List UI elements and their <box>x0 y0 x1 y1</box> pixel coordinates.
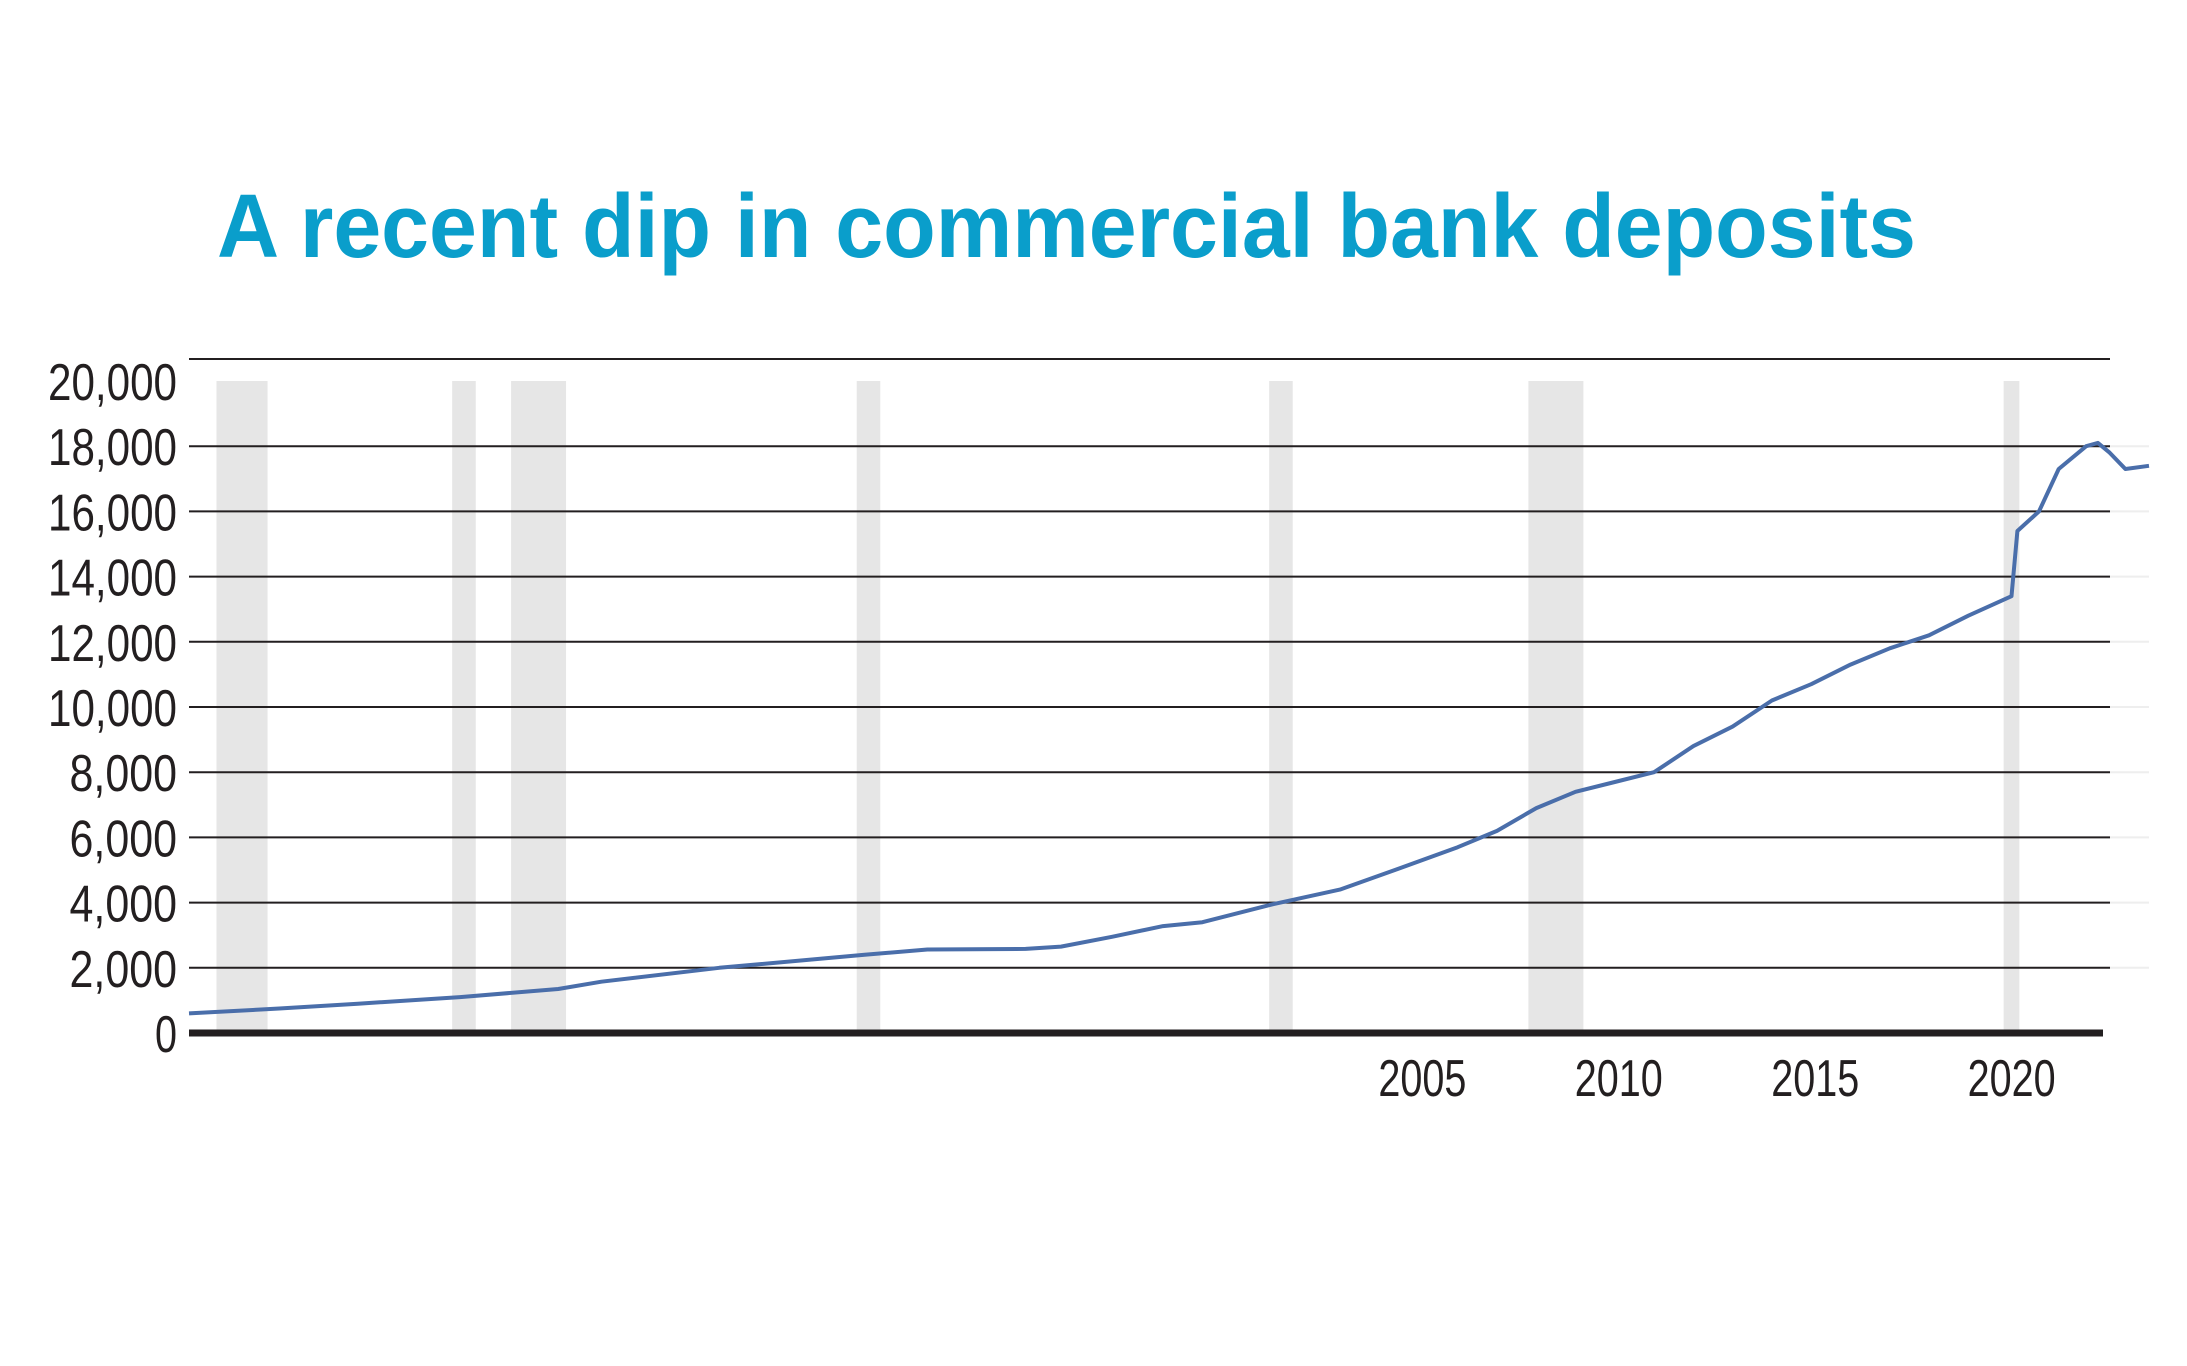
y-tick-label: 10,000 <box>48 680 177 738</box>
y-axis-ticks: 0 2,000 4,000 6,000 8,000 10,000 12,000 14,000 1… <box>48 354 177 1064</box>
y-tick-label: 0 <box>155 1006 177 1064</box>
y-tick-label: 12,000 <box>48 615 177 673</box>
y-tick-label: 20,000 <box>48 354 177 412</box>
y-tick-label: 8,000 <box>70 745 178 803</box>
x-tick-label: 2005 <box>1378 1050 1466 1108</box>
chart-title: A recent dip in commercial bank deposits <box>217 177 1916 277</box>
y-tick-label: 6,000 <box>70 810 178 868</box>
deposits-line <box>188 440 2150 1016</box>
y-tick-label: 16,000 <box>48 484 177 542</box>
y-tick-label: 14,000 <box>48 550 177 608</box>
y-tick-label: 18,000 <box>48 419 177 477</box>
gridlines <box>189 445 2149 969</box>
x-tick-label: 2020 <box>1968 1050 2056 1108</box>
y-tick-label: 4,000 <box>70 876 178 934</box>
y-tick-label: 2,000 <box>70 941 178 999</box>
x-tick-label: 2010 <box>1575 1050 1663 1108</box>
x-axis-ticks: 2005 2010 2015 2020 <box>1378 1050 2055 1108</box>
x-tick-label: 2015 <box>1771 1050 1859 1108</box>
